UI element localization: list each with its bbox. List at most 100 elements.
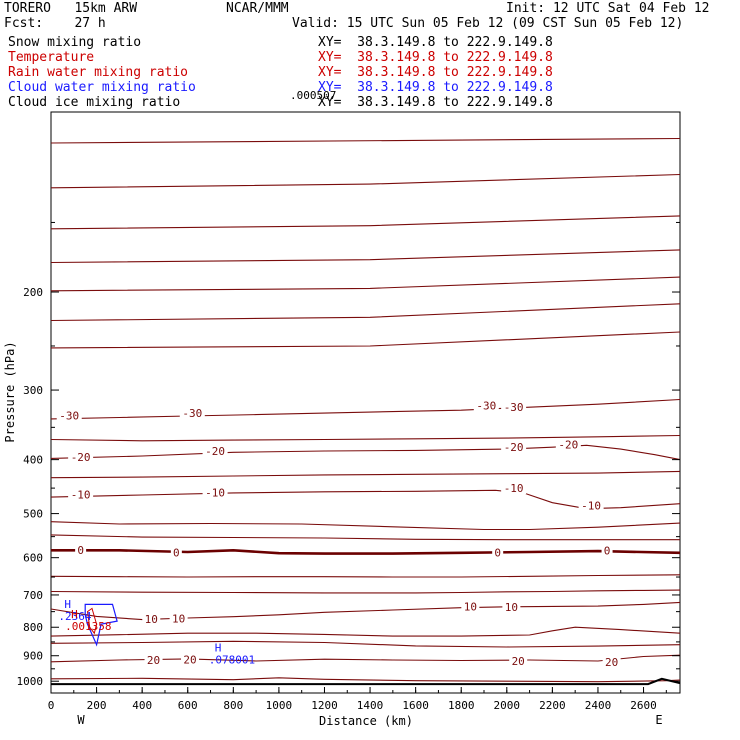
isotherm-label: -30: [182, 407, 202, 420]
isotherm-label: 0: [604, 545, 611, 558]
isotherm-label-bg: [502, 600, 521, 613]
y-tick-label: 300: [23, 384, 43, 397]
isotherm-label: 20: [147, 654, 160, 667]
isotherm-label-bg: [181, 653, 200, 666]
valid-time: Valid: 15 UTC Sun 05 Feb 12 (09 CST Sun …: [292, 16, 684, 31]
isotherm-line: [50, 215, 681, 230]
field-xy-snow: XY= 38.3.149.8 to 222.9.149.8: [318, 35, 553, 50]
isotherm-line: [50, 398, 681, 420]
isotherm-label-bg: [75, 543, 87, 556]
x-tick-label: 800: [223, 699, 243, 712]
x-tick-label: 0: [48, 699, 55, 712]
isotherm-label-bg: [202, 486, 228, 499]
isotherm-label: 10: [505, 601, 518, 614]
field-name-temperature: Temperature: [8, 50, 95, 65]
high-letter: H: [71, 608, 78, 621]
high-value: .001358: [65, 620, 111, 633]
x-tick-label: 600: [178, 699, 198, 712]
west-label: W: [77, 713, 85, 727]
isotherm-label: -20: [205, 445, 225, 458]
isotherm-label: -30: [476, 400, 496, 413]
contour-layer: [50, 137, 681, 686]
isotherm-label: -20: [504, 441, 524, 454]
isotherm-label: -10: [205, 486, 225, 499]
isotherm-line: [50, 589, 681, 594]
isotherm-label: -10: [504, 482, 524, 495]
isotherm-label-bg: [179, 407, 205, 420]
isotherm-label-bg: [501, 401, 527, 414]
isotherm-label-bg: [169, 612, 188, 625]
x-tick-label: 2000: [494, 699, 521, 712]
x-tick-label: 1600: [402, 699, 429, 712]
isotherm-label: 20: [512, 655, 525, 668]
isotherm-label: -10: [581, 500, 601, 513]
plot-frame: [50, 111, 681, 694]
x-tick-label: 400: [132, 699, 152, 712]
y-tick-label: 200: [23, 286, 43, 299]
x-tick-label: 2600: [630, 699, 657, 712]
isotherm-line: [50, 626, 681, 637]
isotherm-label-bg: [501, 482, 527, 495]
isotherm-line: [50, 677, 681, 683]
isotherm-label: 20: [605, 656, 618, 669]
isotherm-line: [51, 548, 681, 555]
cloud-water-contour: [84, 603, 118, 647]
model-title: TORERO 15km ARW: [4, 1, 138, 16]
y-tick-label: 900: [23, 650, 43, 663]
isotherm-line: [50, 640, 681, 648]
x-axis-label: Distance (km): [319, 714, 413, 728]
y-tick-label: 700: [23, 589, 43, 602]
y-axis-label: Pressure (hPa): [3, 341, 17, 442]
terrain-line: [51, 677, 681, 686]
isotherm-label-bg: [602, 655, 621, 668]
field-xy-rain: XY= 38.3.149.8 to 222.9.149.8: [318, 65, 553, 80]
x-tick-label: 2200: [539, 699, 566, 712]
isotherm-line: [50, 444, 681, 461]
isotherm-line: [50, 276, 681, 292]
y-tick-label: 800: [23, 621, 43, 634]
high-value: .078001: [209, 654, 255, 667]
isotherm-label-bg: [170, 546, 182, 559]
isotherm-line: [50, 434, 681, 442]
isotherm-label: 10: [464, 600, 477, 613]
isotherm-label-bg: [473, 399, 499, 412]
field-name-rain: Rain water mixing ratio: [8, 65, 189, 80]
overlap-value-label: .000507: [290, 89, 337, 102]
isotherm-line: [50, 534, 680, 541]
x-tick-label: 1200: [311, 699, 338, 712]
isotherm-line: [50, 521, 681, 531]
y-tick-label: 600: [23, 552, 43, 565]
isotherm-line: [50, 249, 681, 264]
isotherm-label-bg: [144, 654, 163, 667]
isotherm-label-bg: [68, 451, 94, 464]
isotherm-label-bg: [56, 409, 82, 422]
y-tick-label: 400: [23, 454, 43, 467]
isotherm-line: [50, 173, 681, 189]
isotherm-label-bg: [461, 600, 480, 613]
isotherm-label-bg: [492, 546, 504, 559]
isotherm-label: -30: [59, 409, 79, 422]
isotherm-label: -20: [71, 451, 91, 464]
isotherm-label-bg: [142, 612, 161, 625]
isotherm-line: [50, 470, 681, 479]
isotherm-line: [50, 303, 681, 322]
isotherm-label-bg: [578, 499, 604, 512]
axis-layer: 0 200 400 600 800 1000 1200 1400 1600 1800 2000 220…: [17, 221, 680, 712]
y-tick-label: 500: [23, 508, 43, 521]
isotherm-label: 0: [77, 544, 84, 557]
isotherm-label: 0: [494, 546, 501, 559]
init-time: Init: 12 UTC Sat 04 Feb 12: [506, 1, 710, 16]
x-tick-label: 1000: [266, 699, 293, 712]
isotherm-label: 0: [173, 546, 180, 559]
isotherm-label-bg: [555, 438, 581, 451]
high-letter: H: [64, 598, 71, 611]
isotherm-label: 10: [172, 612, 185, 625]
x-tick-label: 1800: [448, 699, 475, 712]
high-value: .2364: [58, 610, 91, 623]
isotherm-line: [50, 137, 681, 144]
field-name-cloud-ice: Cloud ice mixing ratio: [8, 95, 181, 110]
isotherm-label: 20: [183, 654, 196, 667]
center-name: NCAR/MMM: [226, 1, 289, 16]
field-name-snow: Snow mixing ratio: [8, 35, 142, 50]
